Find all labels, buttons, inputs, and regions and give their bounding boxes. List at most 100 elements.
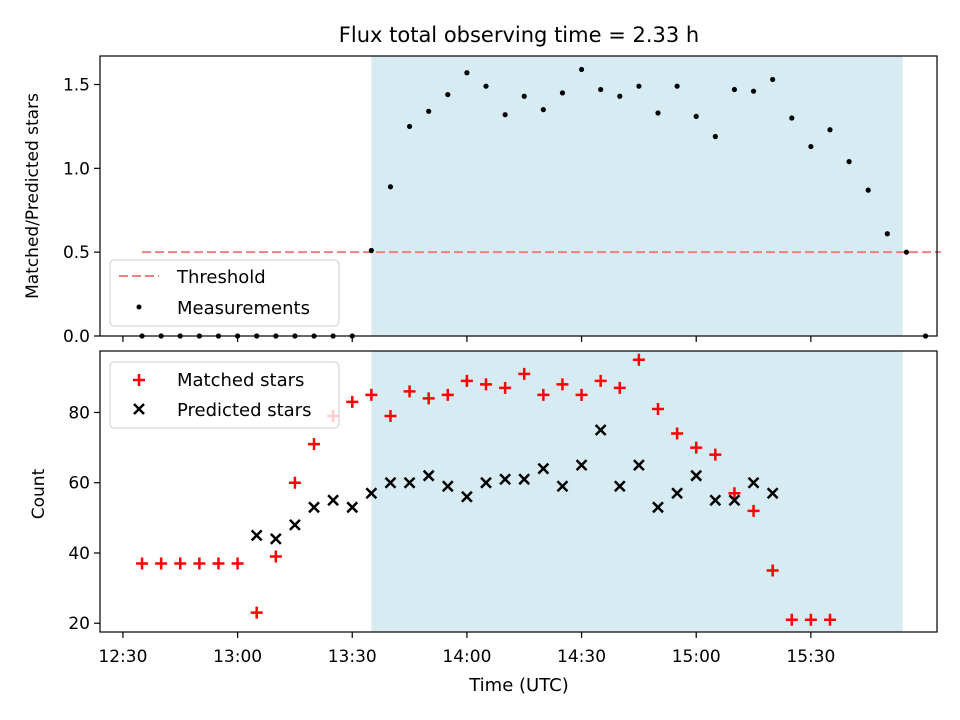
y-tick-label: 1.5 bbox=[63, 76, 90, 96]
y-tick-label: 0.5 bbox=[63, 243, 90, 263]
predicted-star-point bbox=[613, 480, 626, 493]
x-axis-label: Time (UTC) bbox=[468, 675, 569, 696]
predicted-star-point bbox=[633, 459, 645, 472]
matched-star-point bbox=[518, 367, 531, 380]
measurement-point bbox=[750, 88, 757, 94]
legend-predicted-label: Predicted stars bbox=[177, 400, 311, 421]
measurement-point bbox=[808, 143, 814, 150]
bottom-y-ticks: 20 40 60 80 bbox=[68, 403, 100, 634]
matched-star-point bbox=[384, 409, 397, 422]
y-tick-label: 80 bbox=[68, 403, 90, 423]
measurement-point bbox=[865, 187, 871, 193]
legend-matched-swatch bbox=[133, 374, 145, 386]
matched-star-point bbox=[193, 557, 206, 570]
predicted-star-point bbox=[403, 476, 416, 489]
bottom-legend: Matched stars Predicted stars bbox=[109, 361, 340, 429]
predicted-star-point bbox=[556, 480, 569, 493]
matched-star-point bbox=[269, 550, 282, 563]
predicted-star-point bbox=[575, 459, 588, 472]
matched-star-point bbox=[499, 381, 512, 394]
measurement-point bbox=[598, 86, 604, 93]
y-tick-label: 40 bbox=[68, 544, 90, 564]
matched-star-point bbox=[537, 388, 550, 401]
matched-star-point bbox=[690, 441, 703, 454]
measurement-point bbox=[636, 83, 642, 89]
measurement-point bbox=[770, 76, 776, 83]
matched-star-point bbox=[441, 388, 454, 401]
measurement-point bbox=[464, 70, 470, 76]
measurement-point bbox=[540, 107, 546, 113]
measurement-point bbox=[827, 127, 833, 133]
matched-star-point bbox=[136, 557, 149, 570]
matched-star-point bbox=[250, 606, 263, 619]
legend-measurements-label: Measurements bbox=[177, 298, 310, 319]
predicted-star-point bbox=[499, 473, 512, 486]
chart-title: Flux total observing time = 2.33 h bbox=[339, 23, 699, 47]
predicted-star-point bbox=[422, 469, 435, 482]
y-tick-label: 60 bbox=[68, 474, 90, 494]
predicted-star-point bbox=[327, 494, 340, 507]
matched-star-point bbox=[480, 378, 493, 391]
predicted-star-point bbox=[441, 480, 454, 493]
measurement-point bbox=[426, 108, 432, 114]
measurement-point bbox=[483, 83, 489, 89]
matched-star-point bbox=[556, 378, 569, 391]
measurement-point bbox=[655, 110, 661, 116]
predicted-star-point bbox=[747, 476, 760, 489]
observing-window-span bbox=[371, 351, 903, 632]
predicted-star-point bbox=[289, 518, 301, 531]
measurement-point bbox=[712, 133, 718, 140]
measurement-point bbox=[674, 83, 680, 89]
predicted-star-point bbox=[690, 469, 703, 482]
legend-predicted-swatch bbox=[133, 403, 145, 415]
matched-star-point bbox=[174, 557, 187, 570]
y-tick-label: 0.0 bbox=[63, 327, 90, 347]
matched-star-point bbox=[823, 613, 836, 626]
matched-star-point bbox=[422, 392, 435, 405]
matched-star-point bbox=[575, 388, 588, 401]
bottom-y-axis-label: Count bbox=[29, 468, 49, 519]
measurement-point bbox=[693, 113, 699, 119]
x-tick-label: 13:00 bbox=[213, 647, 262, 667]
top-y-axis-label: Matched/Predicted stars bbox=[23, 93, 43, 299]
matched-star-point bbox=[308, 438, 321, 451]
legend-threshold-label: Threshold bbox=[176, 267, 266, 288]
predicted-star-point bbox=[537, 462, 550, 475]
predicted-star-point bbox=[308, 501, 320, 514]
measurement-point bbox=[387, 184, 394, 190]
matched-star-point bbox=[365, 388, 378, 401]
matched-stars-points bbox=[136, 353, 836, 626]
top-legend: Threshold Measurements bbox=[109, 259, 340, 327]
x-tick-label: 14:00 bbox=[442, 647, 491, 667]
matched-star-point bbox=[403, 385, 416, 398]
predicted-star-point bbox=[346, 501, 359, 514]
measurement-point bbox=[617, 93, 623, 99]
y-tick-label: 20 bbox=[68, 614, 90, 634]
measurement-point bbox=[445, 91, 451, 98]
matched-star-point bbox=[460, 374, 473, 387]
matched-star-point bbox=[709, 448, 722, 461]
measurement-point bbox=[406, 123, 413, 130]
x-tick-label: 12:30 bbox=[98, 647, 147, 667]
predicted-star-point bbox=[518, 473, 531, 486]
predicted-star-point bbox=[766, 487, 779, 500]
y-tick-label: 1.0 bbox=[63, 159, 90, 179]
x-tick-label: 13:30 bbox=[328, 647, 377, 667]
observing-window-span bbox=[371, 56, 903, 336]
matched-star-point bbox=[613, 381, 626, 394]
measurement-point bbox=[846, 159, 852, 165]
matched-star-point bbox=[766, 564, 779, 577]
predicted-star-point bbox=[384, 476, 397, 489]
matched-star-point bbox=[785, 613, 798, 626]
predicted-star-point bbox=[461, 490, 473, 503]
measurement-point bbox=[559, 90, 566, 96]
x-tick-label: 14:30 bbox=[557, 647, 606, 667]
legend-measurements-swatch bbox=[136, 304, 142, 310]
measurement-point bbox=[578, 66, 585, 73]
matched-star-point bbox=[594, 374, 607, 387]
predicted-star-point bbox=[269, 533, 282, 545]
matched-star-point bbox=[728, 487, 741, 500]
measurement-point bbox=[903, 249, 910, 255]
predicted-star-point bbox=[728, 494, 741, 507]
